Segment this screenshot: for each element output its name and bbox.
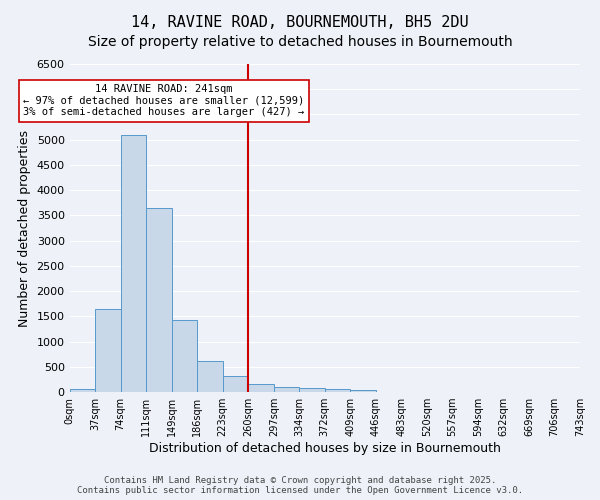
Y-axis label: Number of detached properties: Number of detached properties bbox=[18, 130, 31, 326]
Bar bbox=[274, 387, 299, 392]
Bar bbox=[172, 320, 197, 392]
Text: 14 RAVINE ROAD: 241sqm
← 97% of detached houses are smaller (12,599)
3% of semi-: 14 RAVINE ROAD: 241sqm ← 97% of detached… bbox=[23, 84, 305, 117]
Bar bbox=[95, 309, 121, 392]
Text: 14, RAVINE ROAD, BOURNEMOUTH, BH5 2DU: 14, RAVINE ROAD, BOURNEMOUTH, BH5 2DU bbox=[131, 15, 469, 30]
Bar bbox=[146, 208, 172, 392]
Bar bbox=[299, 388, 325, 392]
Bar bbox=[325, 390, 350, 392]
Bar bbox=[70, 388, 95, 392]
X-axis label: Distribution of detached houses by size in Bournemouth: Distribution of detached houses by size … bbox=[149, 442, 501, 455]
Bar bbox=[350, 390, 376, 392]
Bar bbox=[223, 376, 248, 392]
Bar bbox=[197, 361, 223, 392]
Text: Size of property relative to detached houses in Bournemouth: Size of property relative to detached ho… bbox=[88, 35, 512, 49]
Bar bbox=[121, 134, 146, 392]
Bar bbox=[248, 384, 274, 392]
Text: Contains HM Land Registry data © Crown copyright and database right 2025.
Contai: Contains HM Land Registry data © Crown c… bbox=[77, 476, 523, 495]
